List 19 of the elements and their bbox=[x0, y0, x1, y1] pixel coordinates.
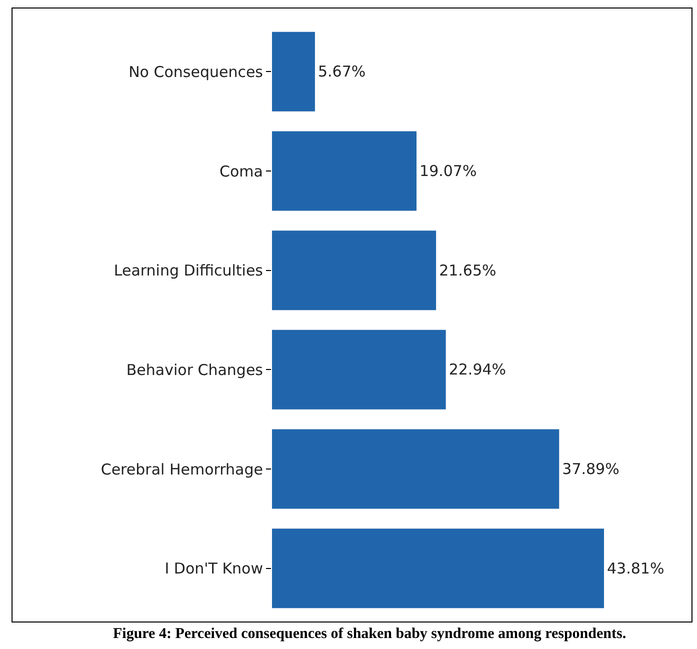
bar bbox=[272, 429, 560, 509]
y-tick-label: I Don'T Know bbox=[164, 560, 263, 578]
y-tick-label: Cerebral Hemorrhage bbox=[100, 460, 263, 478]
y-tick-label: Coma bbox=[220, 162, 263, 180]
bar bbox=[272, 330, 446, 410]
y-tick-label: No Consequences bbox=[128, 62, 264, 81]
data-label: 5.67% bbox=[318, 62, 366, 81]
data-label: 21.65% bbox=[439, 261, 496, 280]
caption: Figure 4: Perceived consequences of shaken baby syndrome among respondents. bbox=[113, 626, 626, 642]
y-tick-label: Learning Difficulties bbox=[114, 262, 264, 280]
bar bbox=[272, 32, 315, 112]
bar bbox=[272, 131, 417, 211]
data-label: 37.89% bbox=[562, 460, 620, 478]
data-label: 22.94% bbox=[448, 360, 506, 379]
bar bbox=[272, 528, 604, 608]
bar bbox=[272, 230, 436, 310]
data-label: 43.81% bbox=[607, 559, 664, 578]
data-label: 19.07% bbox=[420, 162, 477, 180]
y-tick-label: Behavior Changes bbox=[126, 360, 264, 379]
